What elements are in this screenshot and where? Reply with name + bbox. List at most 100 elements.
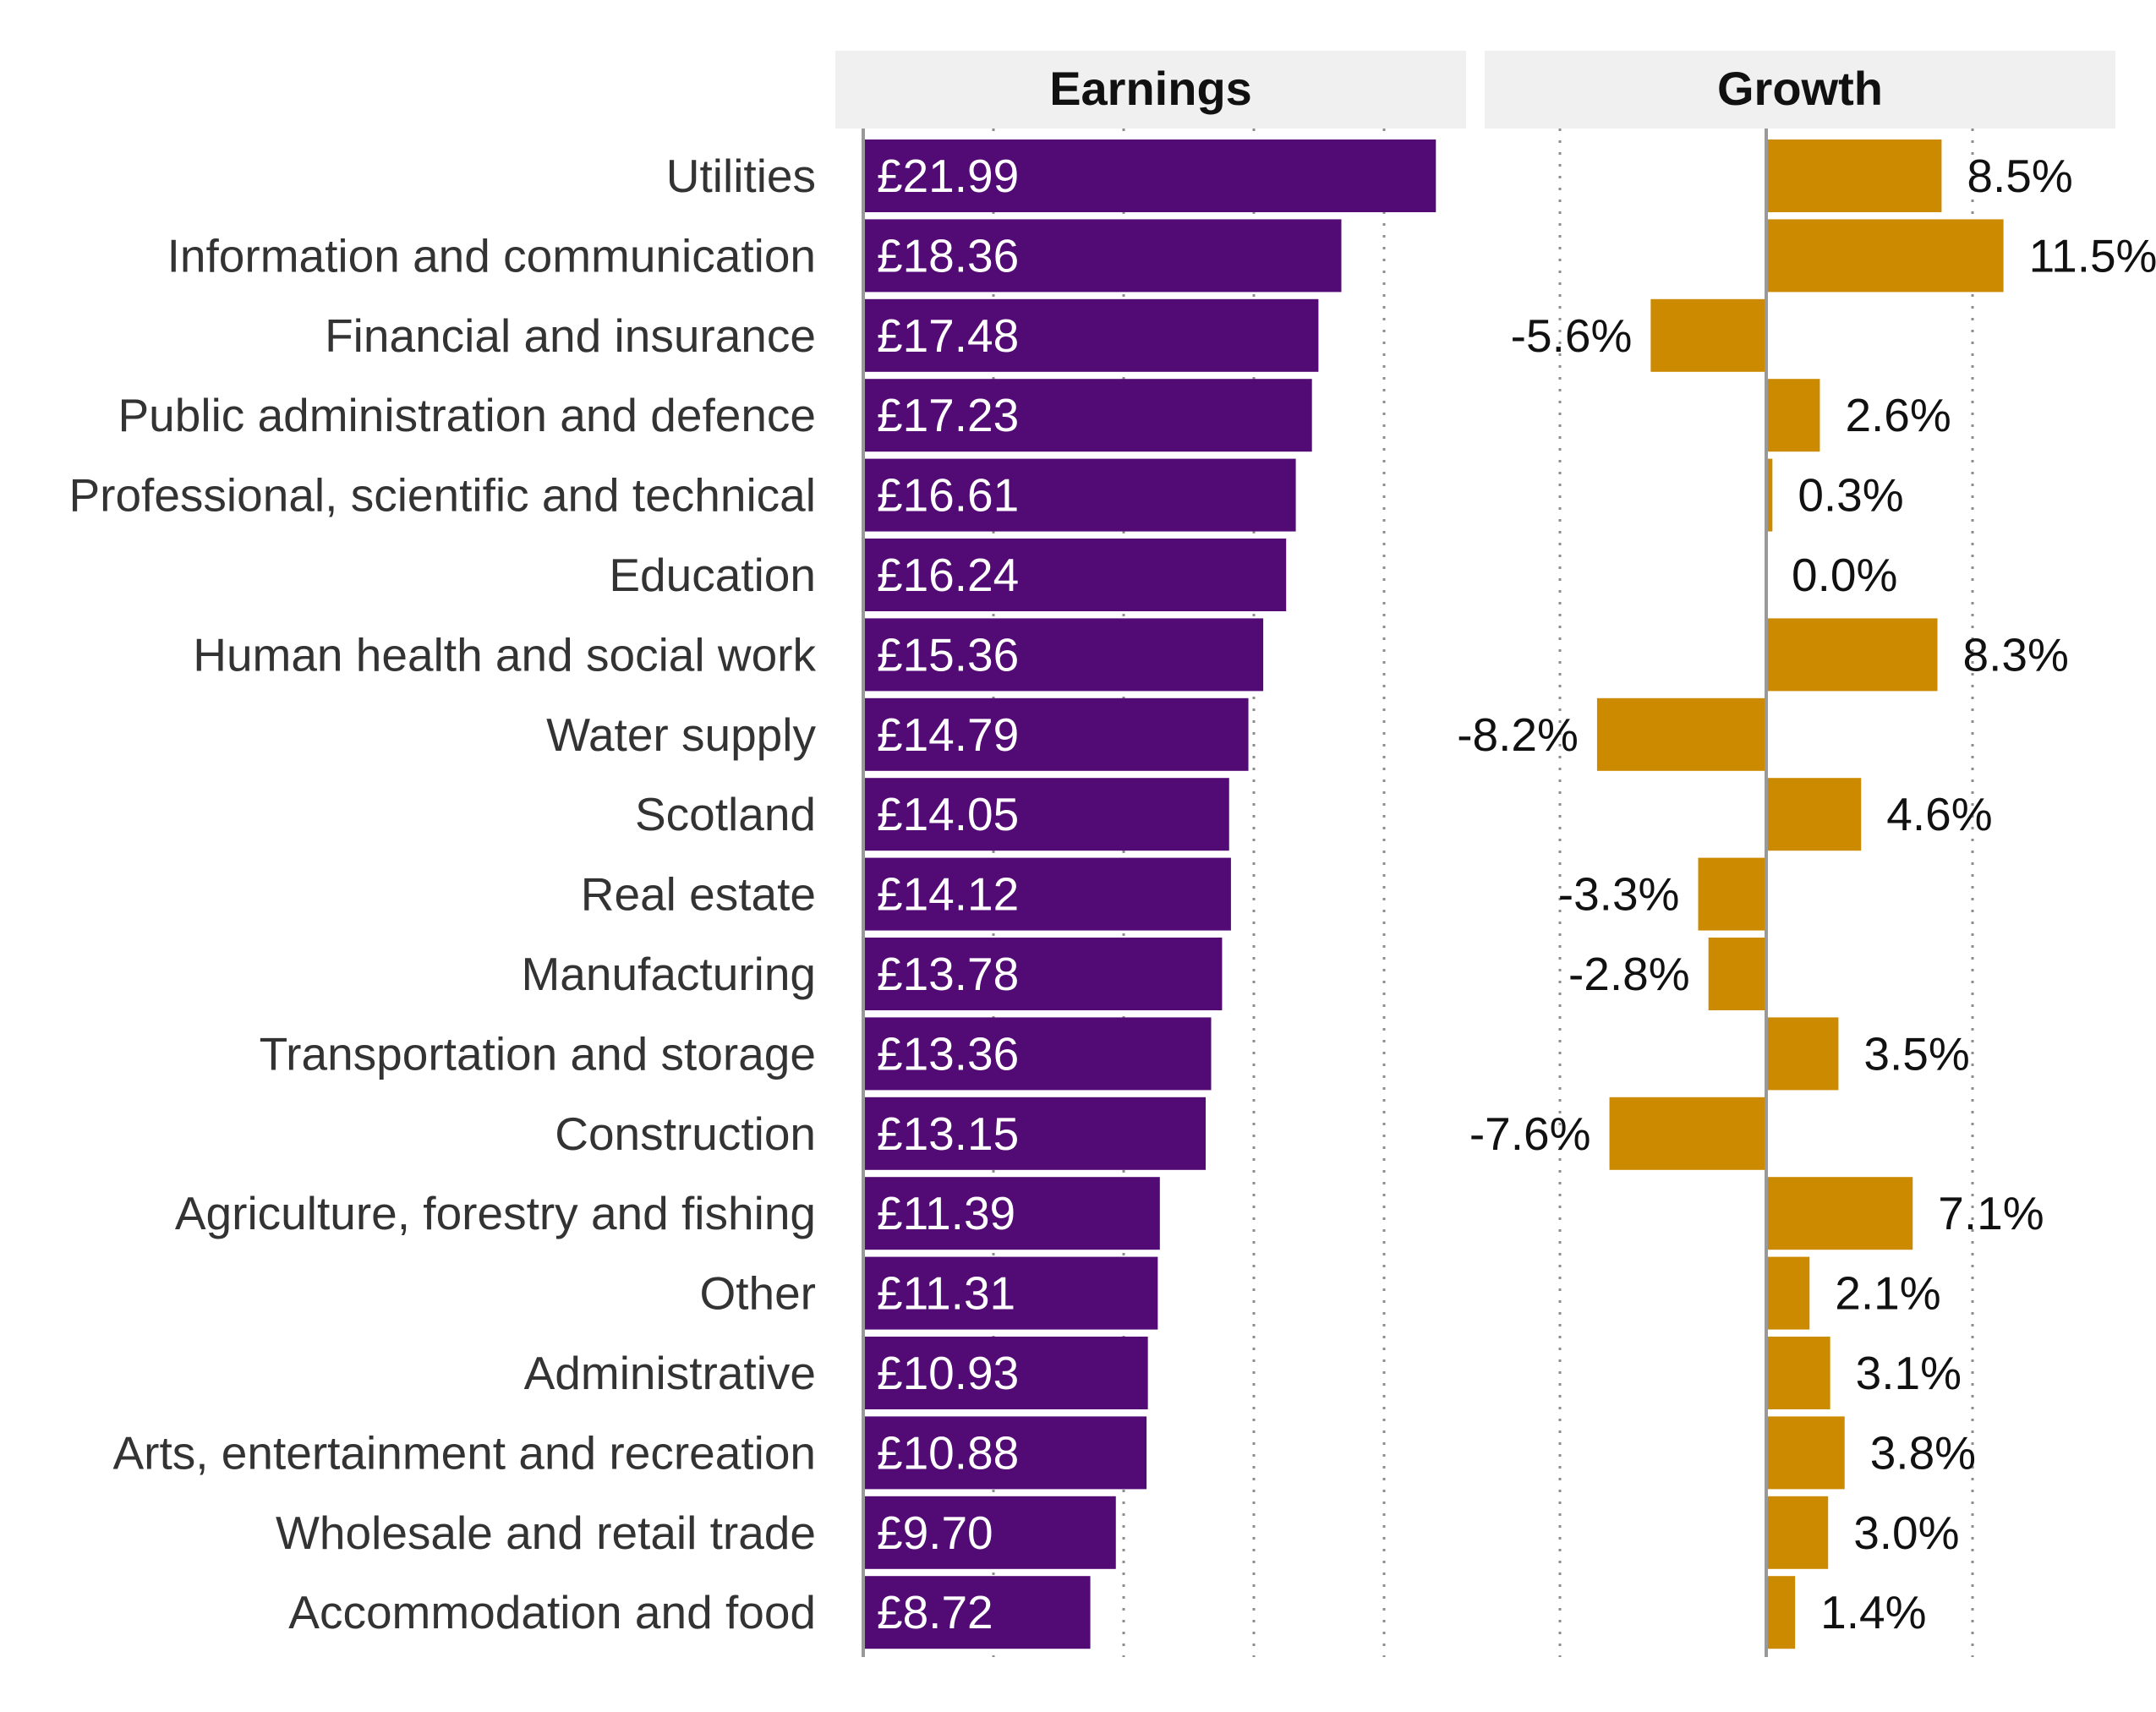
earnings-data-label: £10.93 — [877, 1347, 1019, 1399]
growth-data-label: 11.5% — [2029, 229, 2156, 282]
category-label: Information and communication — [167, 229, 816, 282]
category-labels: Utilities Information and communication Fi… — [68, 150, 816, 1638]
growth-bar — [1766, 219, 2004, 293]
earnings-bar — [865, 1416, 1147, 1490]
earnings-data-label: £21.99 — [877, 150, 1019, 202]
earnings-bar — [865, 1496, 1116, 1569]
earnings-bar — [865, 298, 1319, 372]
category-label: Water supply — [546, 708, 816, 761]
growth-bar — [1766, 1496, 1829, 1569]
category-label: Utilities — [666, 150, 816, 202]
category-label: Human health and social work — [193, 628, 816, 681]
growth-bar — [1766, 1576, 1796, 1649]
earnings-data-label: £14.79 — [877, 708, 1019, 761]
earnings-data-label: £14.12 — [877, 868, 1019, 921]
earnings-data-label: £13.78 — [877, 948, 1019, 1000]
growth-header-bg — [1485, 51, 2115, 129]
earnings-data-label: £18.36 — [877, 229, 1019, 282]
earnings-bar — [865, 379, 1312, 452]
category-label: Education — [609, 549, 816, 601]
growth-data-label: 0.0% — [1792, 549, 1897, 601]
earnings-data-label: £8.72 — [877, 1586, 993, 1638]
earnings-data-label: £11.31 — [877, 1267, 1015, 1320]
earnings-bar — [865, 618, 1264, 692]
earnings-header-bg — [835, 51, 1466, 129]
earnings-data-label: £16.61 — [877, 469, 1019, 522]
earnings-data-label: £11.39 — [877, 1187, 1015, 1239]
earnings-bar — [865, 1177, 1160, 1250]
growth-bar — [1766, 379, 1820, 452]
growth-data-label: 1.4% — [1820, 1586, 1926, 1638]
growth-data-label: -2.8% — [1568, 948, 1690, 1000]
earnings-bar — [865, 1337, 1148, 1409]
growth-data-label: -5.6% — [1511, 309, 1633, 362]
earnings-data-label: £13.36 — [877, 1027, 1019, 1080]
earnings-bar — [865, 1017, 1212, 1091]
growth-bar — [1766, 1337, 1830, 1409]
growth-bar — [1596, 697, 1766, 771]
earnings-bar — [865, 697, 1249, 771]
earnings-bar — [865, 1256, 1158, 1330]
growth-bar — [1766, 1256, 1810, 1330]
earnings-bar — [865, 1097, 1207, 1170]
earnings-bar — [865, 778, 1229, 851]
category-label: Administrative — [524, 1347, 816, 1399]
earnings-bar — [865, 1576, 1091, 1649]
growth-header: Growth — [1717, 62, 1883, 115]
growth-bars: 8.5% 11.5% -5.6% 2.6% 0.3% 0.0% 8.3% -8.2% 4.6% -… — [1457, 139, 2156, 1649]
category-label: Financial and insurance — [325, 309, 816, 362]
growth-panel: Growth 8.5% 11.5% -5.6% 2.6% 0.3% 0.0% 8.3% -8.… — [1457, 51, 2156, 1657]
category-label: Agriculture, forestry and fishing — [175, 1187, 816, 1239]
earnings-data-label: £13.15 — [877, 1108, 1019, 1160]
category-label: Arts, entertainment and recreation — [112, 1426, 816, 1479]
growth-bar — [1650, 298, 1766, 372]
growth-data-label: -8.2% — [1457, 708, 1579, 761]
earnings-bar — [865, 219, 1342, 293]
growth-bar — [1766, 1177, 1913, 1250]
earnings-data-label: £15.36 — [877, 628, 1019, 681]
earnings-bar — [865, 938, 1223, 1010]
growth-bar — [1766, 1416, 1845, 1490]
category-label: Professional, scientific and technical — [68, 469, 816, 522]
growth-data-label: 3.0% — [1853, 1507, 1959, 1559]
earnings-bars: £21.99 £18.36 £17.48 £17.23 £16.61 £16.24 £15.… — [865, 139, 1436, 1649]
growth-bar — [1766, 618, 1938, 692]
growth-data-label: 2.6% — [1845, 389, 1951, 441]
category-label: Construction — [555, 1108, 816, 1160]
category-label: Wholesale and retail trade — [276, 1507, 816, 1559]
category-label: Other — [699, 1267, 816, 1320]
earnings-data-label: £9.70 — [877, 1507, 993, 1559]
growth-bar — [1698, 857, 1766, 931]
growth-bar — [1708, 938, 1766, 1010]
earnings-panel: Earnings £21.99£18.36£17.48£17.23£16.61£… — [835, 51, 1466, 1657]
growth-data-label: 7.1% — [1938, 1187, 2044, 1239]
category-label: Manufacturing — [521, 948, 816, 1000]
earnings-header: Earnings — [1049, 62, 1252, 115]
growth-data-label: 3.5% — [1863, 1027, 1969, 1080]
earnings-data-label: £10.88 — [877, 1426, 1019, 1479]
earnings-data-label: £17.23 — [877, 389, 1019, 441]
growth-bar — [1766, 778, 1862, 851]
growth-bar — [1766, 139, 1942, 212]
growth-data-label: -3.3% — [1558, 868, 1680, 921]
growth-data-label: 2.1% — [1835, 1267, 1940, 1320]
category-label: Accommodation and food — [288, 1586, 816, 1638]
earnings-bar — [865, 458, 1296, 532]
earnings-bar — [865, 539, 1287, 611]
earnings-bar — [865, 139, 1436, 212]
earnings-data-label: £17.48 — [877, 309, 1019, 362]
growth-bar — [1609, 1097, 1766, 1170]
growth-data-label: 3.8% — [1870, 1426, 1976, 1479]
category-label: Public administration and defence — [118, 389, 816, 441]
category-label: Scotland — [635, 788, 816, 840]
growth-data-label: 8.3% — [1963, 628, 2069, 681]
growth-bar — [1766, 458, 1773, 532]
category-label: Real estate — [581, 868, 816, 921]
growth-data-label: 8.5% — [1967, 150, 2072, 202]
earnings-data-label: £14.05 — [877, 788, 1019, 840]
growth-data-label: 0.3% — [1798, 469, 1903, 522]
earnings-bar — [865, 857, 1231, 931]
earnings-data-label: £16.24 — [877, 549, 1019, 601]
growth-data-label: 4.6% — [1886, 788, 1992, 840]
